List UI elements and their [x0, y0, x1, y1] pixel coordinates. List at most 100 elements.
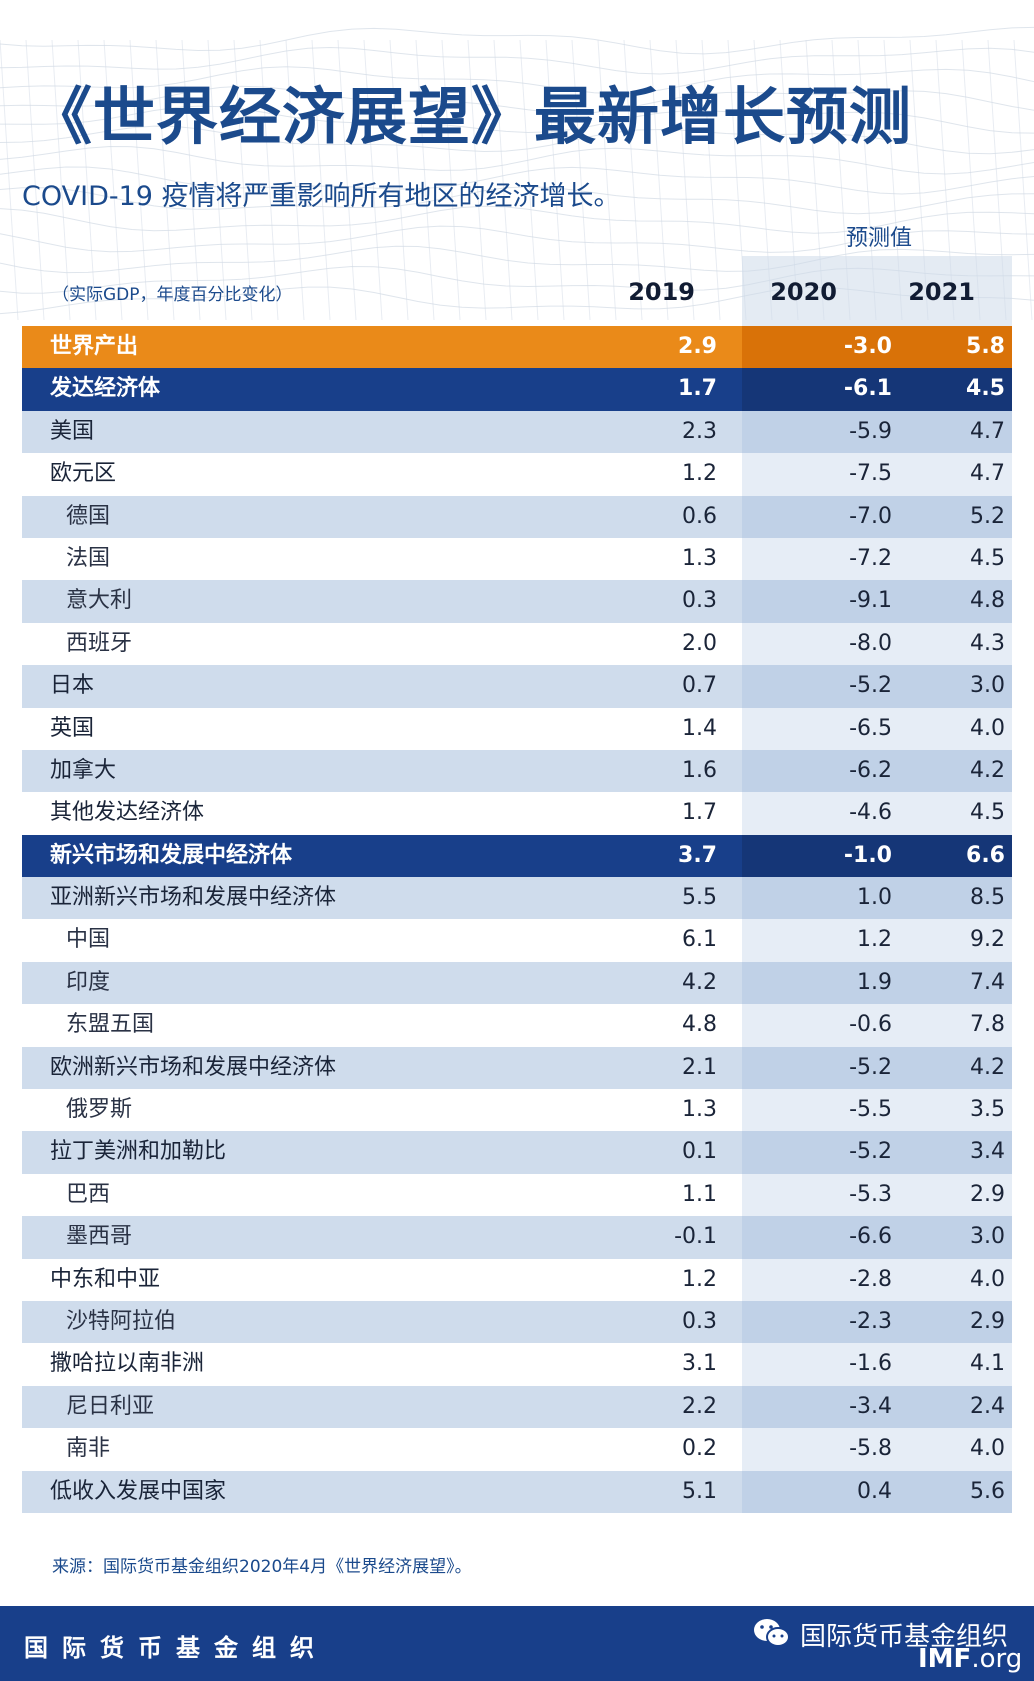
mesh-line: [311, 39, 331, 321]
mesh-line: [0, 26, 1034, 55]
value-2019: 2.9: [678, 334, 717, 359]
value-2021: 3.5: [970, 1097, 1005, 1123]
value-2020: -3.0: [843, 334, 892, 359]
table-row: 欧元区 1.2 -7.5 4.7: [22, 453, 1012, 496]
mesh-line: [259, 39, 279, 321]
value-2021: 4.5: [970, 545, 1005, 571]
value-2021: 4.1: [970, 1351, 1005, 1377]
forecast-column-band: [742, 1385, 1012, 1429]
row-name: 日本: [50, 673, 95, 699]
mesh-line: [0, 145, 1034, 175]
forecast-label: 预测值: [845, 226, 912, 251]
table-row: 印度 4.2 1.9 7.4: [22, 961, 1012, 1005]
value-2021: 5.8: [966, 334, 1005, 359]
value-2021: 4.5: [970, 800, 1005, 826]
mesh-line: [545, 39, 565, 321]
row-name: 欧洲新兴市场和发展中经济体: [50, 1054, 337, 1080]
growth-table: 世界产出 2.9 -3.0 5.8 发达经济体 1.7 -6.1 4.5 美国 2.3 -5.9 4.…: [22, 326, 1012, 1513]
forecast-column-band: [742, 1089, 1012, 1132]
mesh-line: [207, 39, 227, 321]
row-name: 墨西哥: [66, 1224, 133, 1250]
value-2020: -6.1: [843, 376, 892, 402]
mesh-line: [233, 39, 253, 321]
table-row: 英国 1.4 -6.5 4.0: [22, 707, 1012, 750]
value-2020: -2.3: [849, 1308, 892, 1334]
table-row: 东盟五国 4.8 -0.6 7.8: [22, 1004, 1012, 1047]
mesh-line: [0, 186, 1034, 215]
table-row: 意大利 0.3 -9.1 4.8: [22, 580, 1012, 623]
value-2019: 1.6: [682, 757, 717, 783]
table-row: 低收入发展中国家 5.1 0.4 5.6: [22, 1470, 1012, 1513]
footer-bar: 国际货币基金组织 国际货币基金组织 IMF.org: [0, 1606, 1034, 1681]
mesh-line: [1013, 39, 1033, 321]
value-2021: 3.4: [970, 1139, 1005, 1165]
value-2020: 1.2: [857, 927, 892, 953]
value-2019: 0.1: [682, 1139, 717, 1165]
forecast-column-band: [742, 665, 1012, 708]
table-row: 亚洲新兴市场和发展中经济体 5.5 1.0 8.5: [22, 877, 1012, 920]
value-2019: 4.2: [682, 969, 717, 995]
footer-account-name: 国际货币基金组织: [800, 1622, 1009, 1652]
mesh-line: [623, 39, 643, 321]
forecast-column-band: [742, 1470, 1012, 1513]
mesh-line: [701, 39, 721, 321]
table-row: 尼日利亚 2.2 -3.4 2.4: [22, 1385, 1012, 1429]
forecast-column-band: [742, 1428, 1012, 1471]
units-note: （实际GDP，年度百分比变化）: [52, 285, 293, 305]
value-2019: 2.3: [682, 418, 717, 444]
forecast-column-band: [742, 749, 1012, 793]
row-name: 俄罗斯: [66, 1097, 133, 1123]
forecast-column-band: [742, 707, 1012, 750]
row-name: 印度: [66, 969, 111, 995]
mesh-line: [675, 39, 695, 321]
table-row: 巴西 1.1 -5.3 2.9: [22, 1173, 1012, 1217]
forecast-column-band: [742, 961, 1012, 1005]
value-2019: 5.1: [682, 1478, 717, 1504]
table-row: 日本 0.7 -5.2 3.0: [22, 665, 1012, 708]
mesh-line: [597, 39, 617, 321]
value-2021: 2.9: [970, 1181, 1005, 1207]
table-row: 墨西哥 -0.1 -6.6 3.0: [22, 1216, 1012, 1259]
mesh-line: [155, 39, 175, 321]
mesh-line: [0, 205, 1034, 234]
value-2020: -9.1: [849, 588, 892, 614]
row-name: 撒哈拉以南非洲: [50, 1351, 205, 1377]
value-2020: -5.3: [849, 1181, 892, 1207]
mesh-line: [285, 39, 305, 321]
value-2020: -6.5: [849, 715, 892, 741]
value-2021: 4.2: [970, 1054, 1005, 1080]
value-2019: 0.3: [682, 1308, 717, 1334]
forecast-column-band: [742, 326, 1012, 369]
table-row: 加拿大 1.6 -6.2 4.2: [22, 749, 1012, 793]
value-2020: -5.5: [849, 1097, 892, 1123]
row-name: 加拿大: [50, 757, 117, 783]
table-row: 沙特阿拉伯 0.3 -2.3 2.9: [22, 1300, 1012, 1344]
forecast-column-band: [742, 1300, 1012, 1344]
mesh-line: [519, 39, 539, 321]
row-name: 中国: [66, 927, 111, 953]
mesh-line: [363, 39, 383, 321]
forecast-column-band: [742, 1131, 1012, 1174]
value-2020: -5.2: [849, 1054, 892, 1080]
forecast-column-band: [742, 792, 1012, 835]
table-row: 撒哈拉以南非洲 3.1 -1.6 4.1: [22, 1343, 1012, 1386]
value-2020: -6.2: [849, 757, 892, 783]
table-row: 西班牙 2.0 -8.0 4.3: [22, 622, 1012, 666]
wechat-icon: [754, 1619, 790, 1647]
row-name: 法国: [66, 545, 111, 571]
mesh-line: [649, 39, 669, 321]
footer-website[interactable]: IMF.org: [918, 1644, 1022, 1674]
value-2021: 3.0: [970, 673, 1005, 699]
value-2020: 1.0: [857, 885, 892, 911]
forecast-column-band: [742, 537, 1012, 581]
mesh-line: [467, 39, 487, 321]
value-2019: 1.2: [682, 1266, 717, 1292]
forecast-column-band: [742, 622, 1012, 666]
row-name: 欧元区: [50, 461, 117, 487]
table-row: 世界产出 2.9 -3.0 5.8: [22, 326, 1012, 369]
value-2021: 4.7: [970, 461, 1005, 487]
mesh-line: [0, 39, 19, 321]
mesh-line: [0, 166, 1034, 195]
value-2019: 0.6: [682, 503, 717, 529]
value-2021: 5.2: [970, 503, 1005, 529]
